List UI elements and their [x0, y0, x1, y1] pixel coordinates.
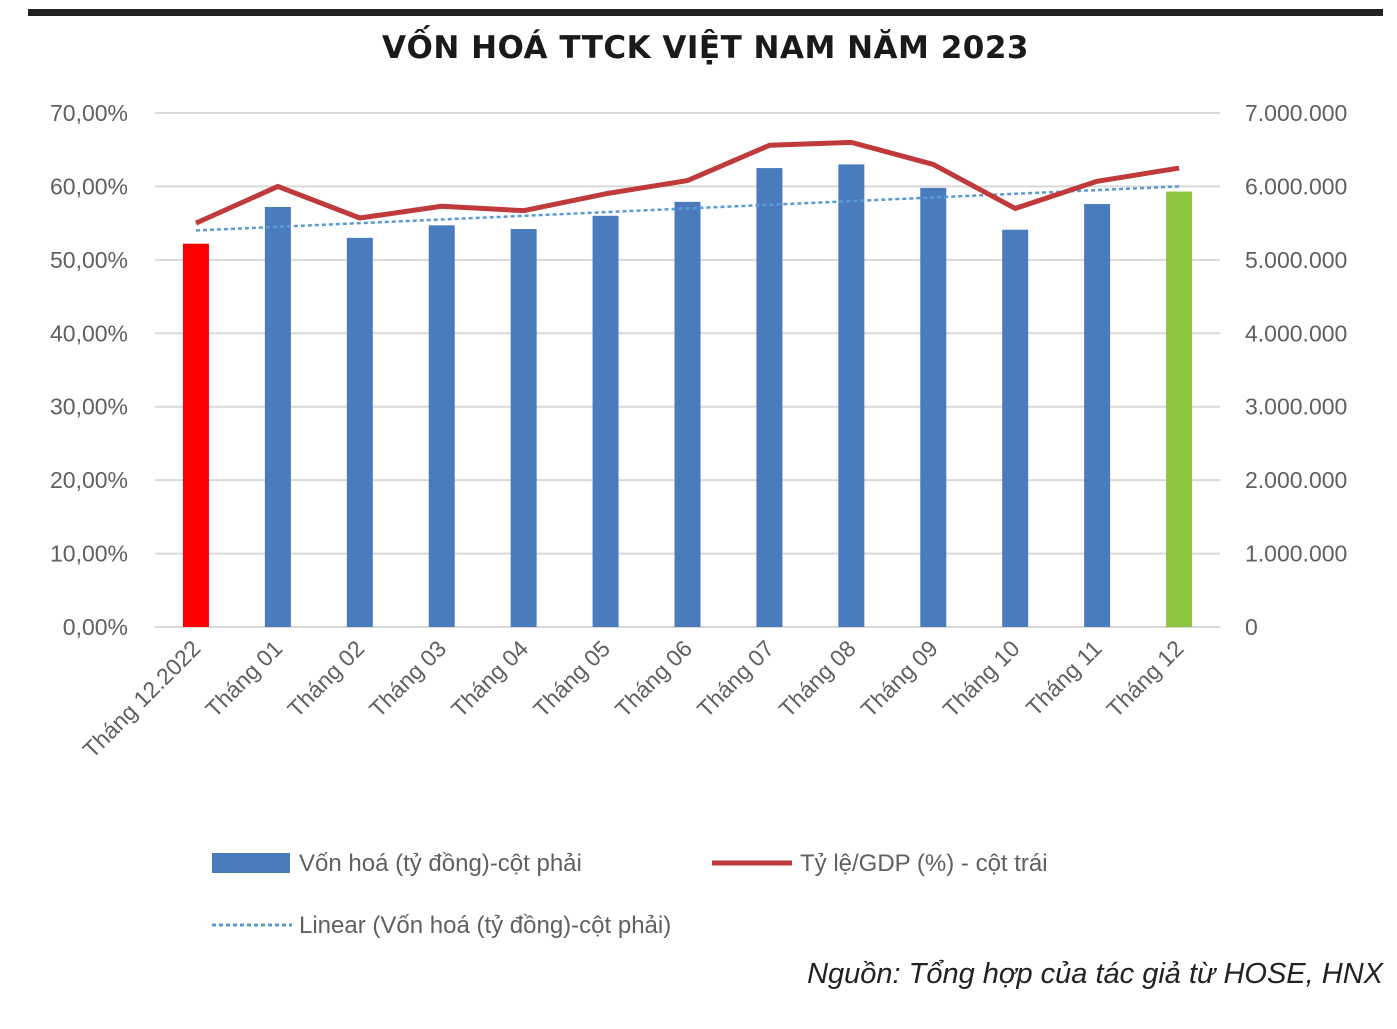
line-series	[194, 139, 1180, 226]
x-tick-label: Tháng 12	[1101, 635, 1188, 722]
left-tick-label: 70,00%	[50, 100, 128, 126]
bar	[920, 187, 947, 627]
bar	[1166, 191, 1193, 627]
bar	[756, 168, 783, 628]
right-tick-label: 3.000.000	[1245, 394, 1347, 420]
legend-bar-swatch	[212, 853, 290, 873]
right-tick-label: 0	[1245, 614, 1258, 640]
left-tick-label: 50,00%	[50, 247, 128, 273]
right-tick-label: 2.000.000	[1245, 467, 1347, 493]
right-tick-label: 1.000.000	[1245, 541, 1347, 567]
chart-title: VỐN HOÁ TTCK VIỆT NAM NĂM 2023	[382, 30, 1029, 66]
legend-trend-label: Linear (Vốn hoá (tỷ đồng)-cột phải)	[299, 912, 671, 939]
bar	[1002, 229, 1029, 627]
trendline-series	[195, 185, 1180, 232]
bar	[838, 164, 865, 627]
right-tick-label: 4.000.000	[1245, 320, 1347, 346]
trendline	[195, 185, 1180, 232]
left-tick-label: 60,00%	[50, 173, 128, 199]
x-tick-label: Tháng 02	[282, 635, 369, 722]
x-tick-label: Tháng 09	[856, 635, 943, 722]
x-tick-label: Tháng 07	[692, 635, 779, 722]
left-axis-ticks: 0,00% 10,00% 20,00% 30,00% 40,00% 50,00% 60,00…	[50, 100, 128, 640]
left-tick-label: 0,00%	[63, 614, 128, 640]
x-tick-label: Tháng 01	[200, 635, 287, 722]
x-tick-label: Tháng 05	[528, 635, 615, 722]
bar	[264, 206, 291, 627]
legend-bar-label: Vốn hoá (tỷ đồng)-cột phải	[299, 850, 582, 877]
legend-line-label: Tỷ lệ/GDP (%) - cột trái	[800, 850, 1048, 877]
right-tick-label: 7.000.000	[1245, 100, 1347, 126]
x-tick-label: Tháng 03	[364, 635, 451, 722]
bar-series	[182, 164, 1193, 628]
source-note: Nguồn: Tổng hợp của tác giả từ HOSE, HNX	[807, 958, 1383, 990]
x-tick-label: Tháng 04	[446, 635, 533, 722]
left-tick-label: 20,00%	[50, 467, 128, 493]
left-tick-label: 40,00%	[50, 320, 128, 346]
top-rule	[28, 9, 1383, 16]
right-tick-label: 6.000.000	[1245, 173, 1347, 199]
bar	[510, 229, 537, 627]
right-tick-label: 5.000.000	[1245, 247, 1347, 273]
x-tick-label: Tháng 06	[610, 635, 697, 722]
x-tick-label: Tháng 08	[774, 635, 861, 722]
bar	[346, 237, 373, 628]
bar	[428, 225, 455, 628]
gridlines	[155, 112, 1220, 628]
bar	[674, 201, 701, 627]
x-tick-label: Tháng 12.2022	[78, 635, 206, 763]
right-axis-ticks: 0 1.000.000 2.000.000 3.000.000 4.000.000 5.0…	[1245, 100, 1347, 640]
x-tick-label: Tháng 11	[1021, 635, 1107, 721]
left-tick-label: 10,00%	[50, 541, 128, 567]
x-tick-label: Tháng 10	[938, 635, 1025, 722]
bar	[1084, 204, 1111, 627]
legend: Vốn hoá (tỷ đồng)-cột phải Tỷ lệ/GDP (%)…	[212, 850, 1048, 939]
left-tick-label: 30,00%	[50, 394, 128, 420]
ratio-line	[194, 139, 1180, 226]
bar	[592, 215, 619, 628]
bar	[182, 243, 209, 627]
